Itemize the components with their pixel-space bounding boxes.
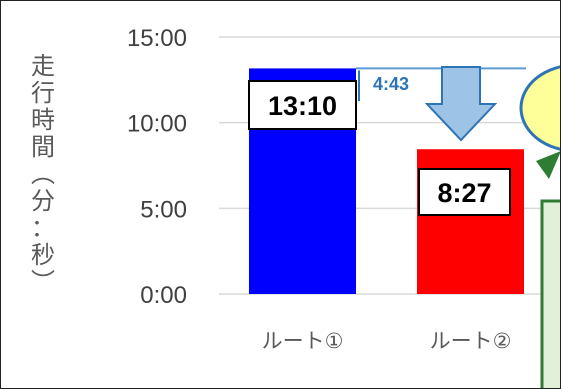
y-axis-label-char: 分 [31, 187, 55, 215]
y-tick-label: 10:00 [127, 111, 187, 138]
data-label-box [418, 168, 511, 216]
y-tick-label: 15:00 [127, 25, 187, 52]
y-axis-label: 走行時間 ︵ 分：秒 ︶ [25, 53, 61, 296]
y-axis-label-char: 間 [31, 133, 55, 161]
y-tick-label: 0:00 [140, 282, 187, 309]
y-axis-label-char: ︶ [31, 268, 55, 296]
y-tick-label: 5:00 [140, 196, 187, 223]
y-axis-label-char: ： [31, 214, 55, 242]
x-tick-label: ルート② [430, 329, 512, 353]
y-axis-label-char: 時 [31, 106, 55, 134]
callout-bubble [519, 65, 560, 151]
y-axis-label-char: 秒 [31, 241, 55, 269]
note-box [540, 199, 560, 388]
y-axis-label-char: 行 [31, 79, 55, 107]
down-arrow-icon [424, 66, 498, 142]
difference-label: 4:43 [373, 74, 409, 94]
data-label-box [248, 80, 357, 130]
y-axis-label-char: ︵ [31, 160, 55, 188]
data-label: 8:27 [437, 178, 491, 208]
data-label: 13:10 [268, 91, 337, 121]
x-tick-label: ルート① [262, 329, 344, 353]
y-axis-label-char: 走 [31, 52, 55, 80]
callout-pointer [536, 151, 560, 179]
